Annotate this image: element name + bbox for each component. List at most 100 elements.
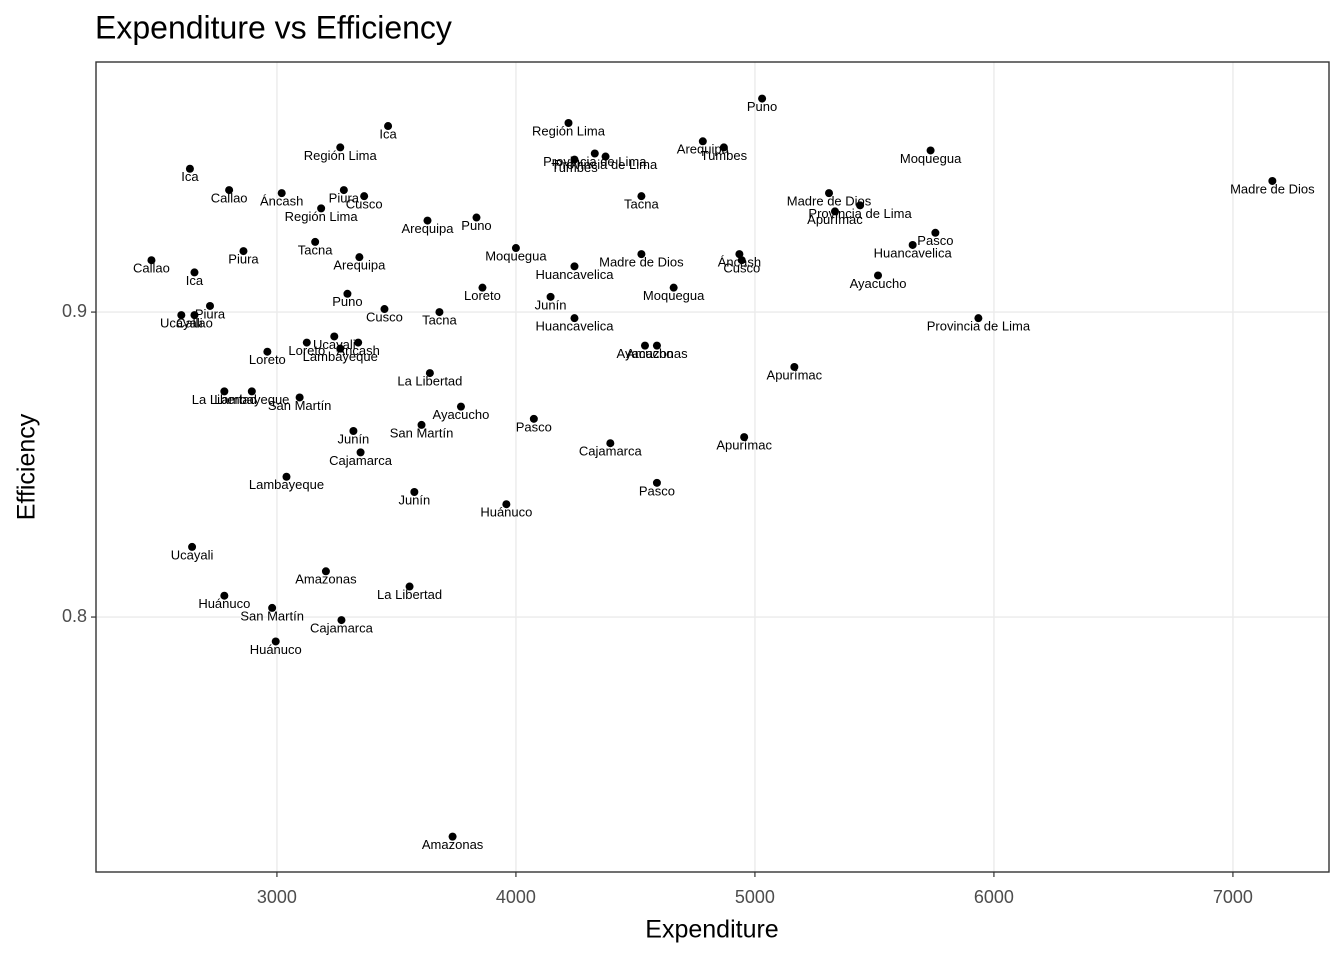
- point: [282, 472, 291, 481]
- point-label: Cajamarca: [579, 444, 643, 459]
- point-label: Lambayeque: [214, 392, 289, 407]
- point-label: San Martín: [268, 398, 332, 413]
- point-label: Amazonas: [422, 837, 484, 852]
- point-label: Ucayali: [160, 316, 203, 331]
- point: [529, 414, 538, 423]
- point-label: Junín: [398, 492, 430, 507]
- point: [384, 122, 393, 131]
- point-label: Huancavelica: [874, 245, 953, 260]
- point-label: Apurímac: [716, 438, 772, 453]
- point: [311, 237, 320, 246]
- point: [435, 308, 444, 317]
- point: [908, 240, 917, 249]
- point: [478, 283, 487, 292]
- point-label: Cusco: [366, 309, 403, 324]
- point: [456, 402, 465, 411]
- point-label: Puno: [332, 294, 362, 309]
- point: [360, 192, 369, 201]
- point-label: Lambayeque: [249, 477, 324, 492]
- point-label: Piura: [195, 306, 226, 321]
- point: [669, 283, 678, 292]
- point: [640, 341, 649, 350]
- point-label: Huánuco: [480, 505, 532, 520]
- point: [206, 301, 215, 310]
- point: [1268, 176, 1277, 185]
- point: [302, 338, 311, 347]
- point-label: San Martín: [240, 608, 304, 623]
- point-label: Áncash: [260, 194, 303, 209]
- point-label: Arequipa: [401, 221, 454, 236]
- point: [185, 164, 194, 173]
- point-label: Madre de Dios: [1230, 181, 1315, 196]
- point-label: Cusco: [346, 197, 383, 212]
- point: [735, 250, 744, 259]
- point-label: Madre de Dios: [787, 194, 872, 209]
- point: [277, 189, 286, 198]
- point: [590, 149, 599, 158]
- point: [737, 256, 746, 265]
- point-label: Junín: [535, 297, 567, 312]
- y-tick-label: 0.8: [62, 606, 87, 626]
- point-label: Callao: [211, 191, 248, 206]
- point: [448, 832, 457, 841]
- x-tick-label: 3000: [257, 887, 297, 907]
- point-label: La Libertad: [377, 587, 442, 602]
- point-label: Amazonas: [295, 572, 357, 587]
- point-label: Ica: [379, 126, 397, 141]
- point-label: Tacna: [298, 242, 333, 257]
- x-tick-label: 5000: [735, 887, 775, 907]
- point: [637, 250, 646, 259]
- point: [719, 143, 728, 152]
- point: [188, 542, 197, 551]
- point: [317, 204, 326, 213]
- point-label: Piura: [228, 252, 259, 267]
- x-tick-label: 7000: [1213, 887, 1253, 907]
- point: [354, 338, 363, 347]
- point: [380, 305, 389, 314]
- point: [190, 268, 199, 277]
- point: [570, 262, 579, 271]
- point: [247, 387, 256, 396]
- point: [546, 292, 555, 301]
- point: [295, 393, 304, 402]
- point-label: Ica: [181, 169, 199, 184]
- point-label: Loreto: [249, 352, 286, 367]
- point-label: Tacna: [422, 313, 457, 328]
- point-label: Cajamarca: [310, 621, 374, 636]
- point: [472, 213, 481, 222]
- point-label: Apurímac: [767, 367, 823, 382]
- point: [339, 186, 348, 195]
- point: [336, 143, 345, 152]
- point: [926, 146, 935, 155]
- point: [758, 94, 767, 103]
- point-label: Moquegua: [900, 151, 962, 166]
- point-label: Lambayeque: [303, 349, 378, 364]
- point: [570, 314, 579, 323]
- point-label: Moquegua: [643, 288, 705, 303]
- point: [225, 186, 234, 195]
- point-label: Provincia de Lima: [927, 319, 1031, 334]
- point: [337, 616, 346, 625]
- point: [740, 433, 749, 442]
- point: [405, 582, 414, 591]
- point: [220, 387, 229, 396]
- point: [502, 500, 511, 509]
- x-tick-label: 4000: [496, 887, 536, 907]
- point: [601, 152, 610, 161]
- point: [856, 201, 865, 210]
- point-label: Apurímac: [807, 212, 863, 227]
- point-label: Tacna: [624, 197, 659, 212]
- point: [330, 332, 339, 341]
- point: [336, 344, 345, 353]
- point: [177, 311, 186, 320]
- point-label: Callao: [176, 316, 213, 331]
- point: [410, 488, 419, 497]
- point-label: Huancavelica: [535, 267, 614, 282]
- point: [698, 137, 707, 146]
- point-label: Pasco: [639, 483, 675, 498]
- point-label: La Libertad: [397, 374, 462, 389]
- point-label: Amazonas: [626, 346, 688, 361]
- point-label: Loreto: [464, 288, 501, 303]
- point-label: Región Lima: [304, 148, 378, 163]
- point: [974, 314, 983, 323]
